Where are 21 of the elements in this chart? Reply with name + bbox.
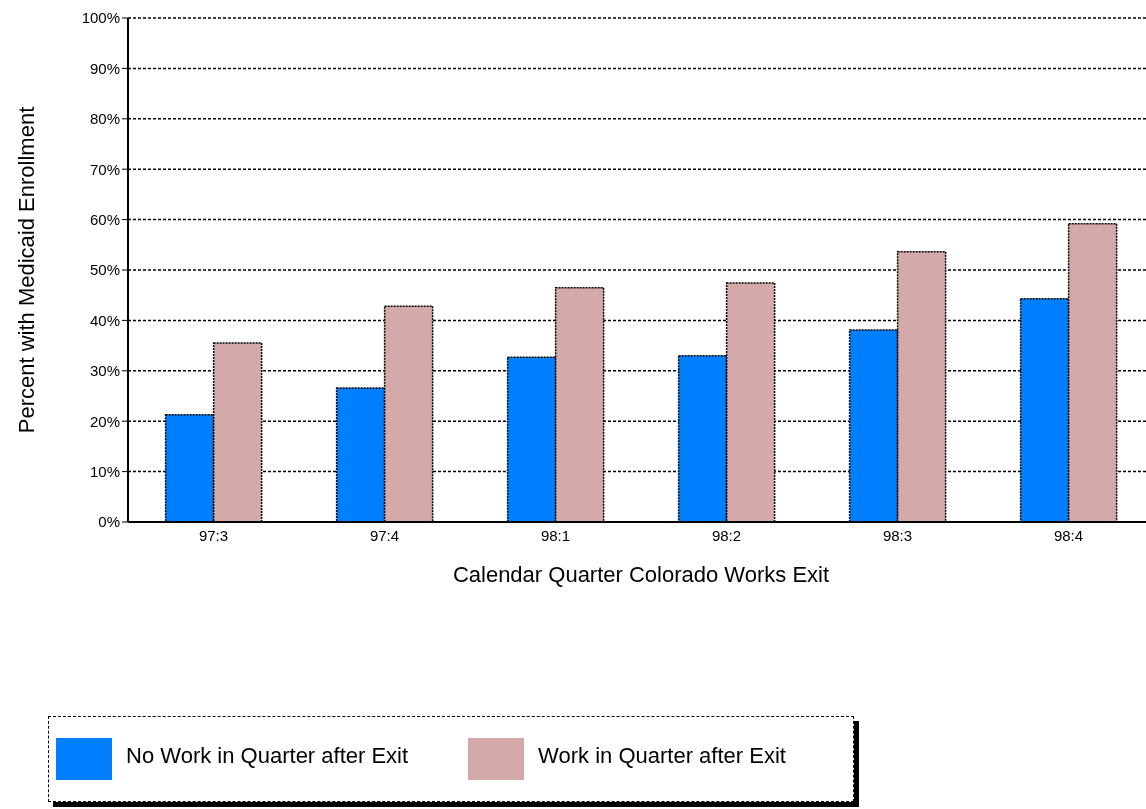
y-tick-label: 90% <box>89 59 120 77</box>
y-tick-label: 60% <box>89 210 120 228</box>
y-tick-label: 70% <box>89 160 120 178</box>
legend-label: Work in Quarter after Exit <box>538 743 786 769</box>
x-axis-title: Calendar Quarter Colorado Works Exit <box>452 562 830 587</box>
x-tick-label: 98:3 <box>882 526 913 544</box>
x-tick-label: 97:3 <box>198 526 229 544</box>
x-tick-label: 98:2 <box>711 526 742 544</box>
x-tick-label: 98:4 <box>1053 526 1084 544</box>
y-tick-label: 50% <box>89 261 120 279</box>
y-tick-label: 30% <box>89 362 120 380</box>
y-axis-title: Percent with Medicaid Enrollment <box>13 106 39 434</box>
y-tick-label: 10% <box>89 462 120 480</box>
legend-label: No Work in Quarter after Exit <box>126 743 409 769</box>
y-tick-label: 80% <box>89 110 120 128</box>
x-tick-label: 97:4 <box>369 526 400 544</box>
x-tick-label: 98:1 <box>540 526 571 544</box>
y-tick-label: 100% <box>81 9 120 27</box>
y-tick-label: 40% <box>89 311 120 329</box>
y-tick-label: 0% <box>98 513 120 531</box>
y-tick-label: 20% <box>89 412 120 430</box>
